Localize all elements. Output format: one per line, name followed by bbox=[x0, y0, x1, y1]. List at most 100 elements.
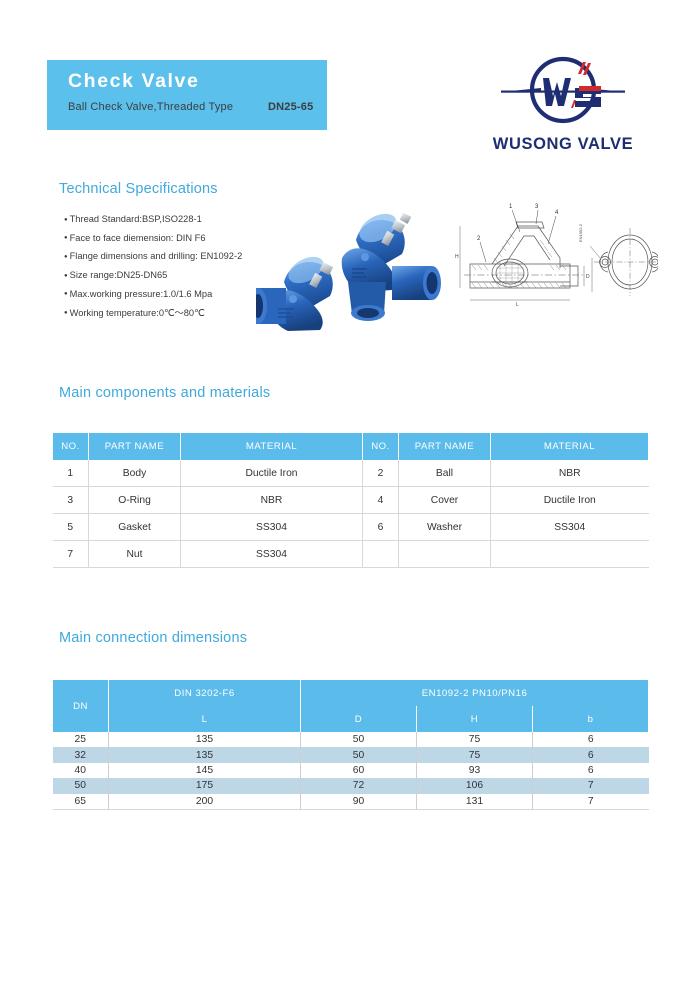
cell-material bbox=[490, 540, 649, 568]
components-heading: Main components and materials bbox=[59, 385, 271, 401]
cell-no: 5 bbox=[52, 513, 89, 541]
cell-L: 200 bbox=[108, 793, 301, 810]
dimensions-table: DN DIN 3202-F6 EN1092-2 PN10/PN16 L D H … bbox=[52, 680, 650, 810]
cell-L: 135 bbox=[108, 732, 301, 748]
column-header-no-right: NO. bbox=[362, 433, 399, 460]
specifications-list: Thread Standard:BSP,ISO228-1 Face to fac… bbox=[64, 210, 304, 322]
table-row: 50 175 72 106 7 bbox=[52, 778, 649, 794]
wusong-logo-icon bbox=[501, 56, 625, 124]
company-logo: WUSONG VALVE bbox=[468, 52, 658, 162]
end-view-label: EN1092-2 bbox=[578, 223, 583, 242]
cell-no: 7 bbox=[52, 540, 89, 568]
column-header-part-name-right: PART NAME bbox=[398, 433, 491, 460]
drawing-callout-3: 3 bbox=[535, 204, 539, 210]
column-header-no-left: NO. bbox=[52, 433, 89, 460]
spec-item: Working temperature:0℃～80℃ bbox=[64, 304, 304, 323]
cell-part-name: O-Ring bbox=[88, 486, 181, 514]
technical-drawings: 1 3 4 2 L D H EN1092-2 bbox=[455, 204, 658, 308]
cell-part-name: Ball bbox=[398, 460, 491, 487]
cell-no: 6 bbox=[362, 513, 399, 541]
cell-dn: 32 bbox=[74, 749, 86, 761]
page-title: Check Valve bbox=[68, 70, 200, 92]
cell-no bbox=[362, 540, 399, 568]
cell-material: Ductile Iron bbox=[490, 486, 649, 514]
cell-b: 7 bbox=[531, 793, 649, 810]
cell-material: SS304 bbox=[180, 540, 363, 568]
cell-part-name: Body bbox=[88, 460, 181, 487]
cell-no: 2 bbox=[362, 460, 399, 487]
column-header-material-right: MATERIAL bbox=[490, 433, 649, 460]
column-header-part-name-left: PART NAME bbox=[88, 433, 181, 460]
cell-H: 131 bbox=[416, 793, 533, 810]
cell-part-name: Gasket bbox=[88, 513, 181, 541]
table-header-row-sub: L D H b bbox=[53, 706, 650, 732]
cell-H: 93 bbox=[416, 762, 533, 779]
drawing-callout-1: 1 bbox=[509, 204, 513, 210]
column-header-b: b bbox=[531, 706, 650, 732]
drawing-dimension-D: D bbox=[586, 274, 590, 280]
cell-dn: 25 bbox=[74, 734, 86, 746]
cell-no: 4 bbox=[362, 486, 399, 514]
column-header-L: L bbox=[108, 706, 301, 732]
spec-item: Max.working pressure:1.0/1.6 Mpa bbox=[64, 285, 304, 304]
cell-part-name: Washer bbox=[398, 513, 491, 541]
drawing-callout-4: 4 bbox=[555, 210, 559, 216]
cell-D: 50 bbox=[300, 747, 417, 763]
header-size-range: DN25-65 bbox=[268, 101, 314, 113]
product-photo bbox=[256, 212, 441, 331]
cell-D: 50 bbox=[300, 732, 417, 748]
specifications-heading: Technical Specifications bbox=[59, 181, 218, 197]
cell-part-name bbox=[398, 540, 491, 568]
column-header-H: H bbox=[416, 706, 533, 732]
cell-material: NBR bbox=[490, 460, 649, 487]
cell-b: 6 bbox=[531, 747, 649, 763]
cell-dn: 40 bbox=[74, 764, 86, 776]
spec-item: Thread Standard:BSP,ISO228-1 bbox=[64, 210, 304, 229]
dimensions-heading: Main connection dimensions bbox=[59, 630, 248, 646]
table-header-row-group: DN DIN 3202-F6 EN1092-2 PN10/PN16 bbox=[52, 680, 650, 732]
spec-item: Size range:DN25-DN65 bbox=[64, 266, 304, 285]
cell-D: 60 bbox=[300, 762, 417, 779]
spec-item: Face to face diemension: DIN F6 bbox=[64, 229, 304, 248]
drawing-dimension-L: L bbox=[516, 302, 519, 308]
cell-part-name: Cover bbox=[398, 486, 491, 514]
cell-H: 106 bbox=[416, 778, 533, 794]
table-row: 5 Gasket SS304 6 Washer SS304 bbox=[52, 513, 649, 541]
cell-material: NBR bbox=[180, 486, 363, 514]
table-row: 32 135 50 75 6 bbox=[52, 747, 649, 763]
table-row: 65 200 90 131 7 bbox=[52, 793, 649, 810]
header-subtitle: Ball Check Valve,Threaded Type bbox=[68, 101, 234, 113]
column-header-D: D bbox=[300, 706, 417, 732]
table-row: 25 135 50 75 6 bbox=[53, 732, 649, 748]
cell-H: 75 bbox=[416, 747, 533, 763]
cell-part-name: Nut bbox=[88, 540, 181, 568]
cell-material: SS304 bbox=[490, 513, 649, 541]
cell-L: 145 bbox=[108, 762, 301, 779]
cell-material: SS304 bbox=[180, 513, 363, 541]
cell-no: 1 bbox=[52, 460, 89, 487]
components-table: NO. PART NAME MATERIAL NO. PART NAME MAT… bbox=[52, 433, 649, 568]
cell-b: 6 bbox=[531, 762, 649, 779]
cell-D: 90 bbox=[300, 793, 417, 810]
table-row: 3 O-Ring NBR 4 Cover Ductile Iron bbox=[52, 486, 649, 514]
cell-D: 72 bbox=[300, 778, 417, 794]
cell-no: 3 bbox=[52, 486, 89, 514]
table-row: 7 Nut SS304 bbox=[52, 540, 649, 568]
table-row: 1 Body Ductile Iron 2 Ball NBR bbox=[52, 460, 649, 487]
column-header-dn: DN bbox=[52, 680, 109, 732]
cell-b: 6 bbox=[531, 732, 649, 748]
group-header-en1092: EN1092-2 PN10/PN16 bbox=[299, 680, 650, 706]
cell-L: 135 bbox=[108, 747, 301, 763]
cell-L: 175 bbox=[108, 778, 301, 794]
cell-dn: 50 bbox=[74, 780, 86, 792]
drawing-dimension-H: H bbox=[455, 254, 459, 260]
cell-b: 7 bbox=[531, 778, 649, 794]
logo-text: WUSONG VALVE bbox=[492, 135, 634, 153]
cell-H: 75 bbox=[416, 732, 533, 748]
column-header-material-left: MATERIAL bbox=[180, 433, 363, 460]
group-header-din: DIN 3202-F6 bbox=[108, 680, 301, 706]
table-row: 40 145 60 93 6 bbox=[53, 762, 649, 779]
header-banner: Check Valve Ball Check Valve,Threaded Ty… bbox=[47, 60, 327, 130]
spec-item: Flange dimensions and drilling: EN1092-2 bbox=[64, 247, 304, 266]
cell-dn: 65 bbox=[52, 793, 109, 810]
